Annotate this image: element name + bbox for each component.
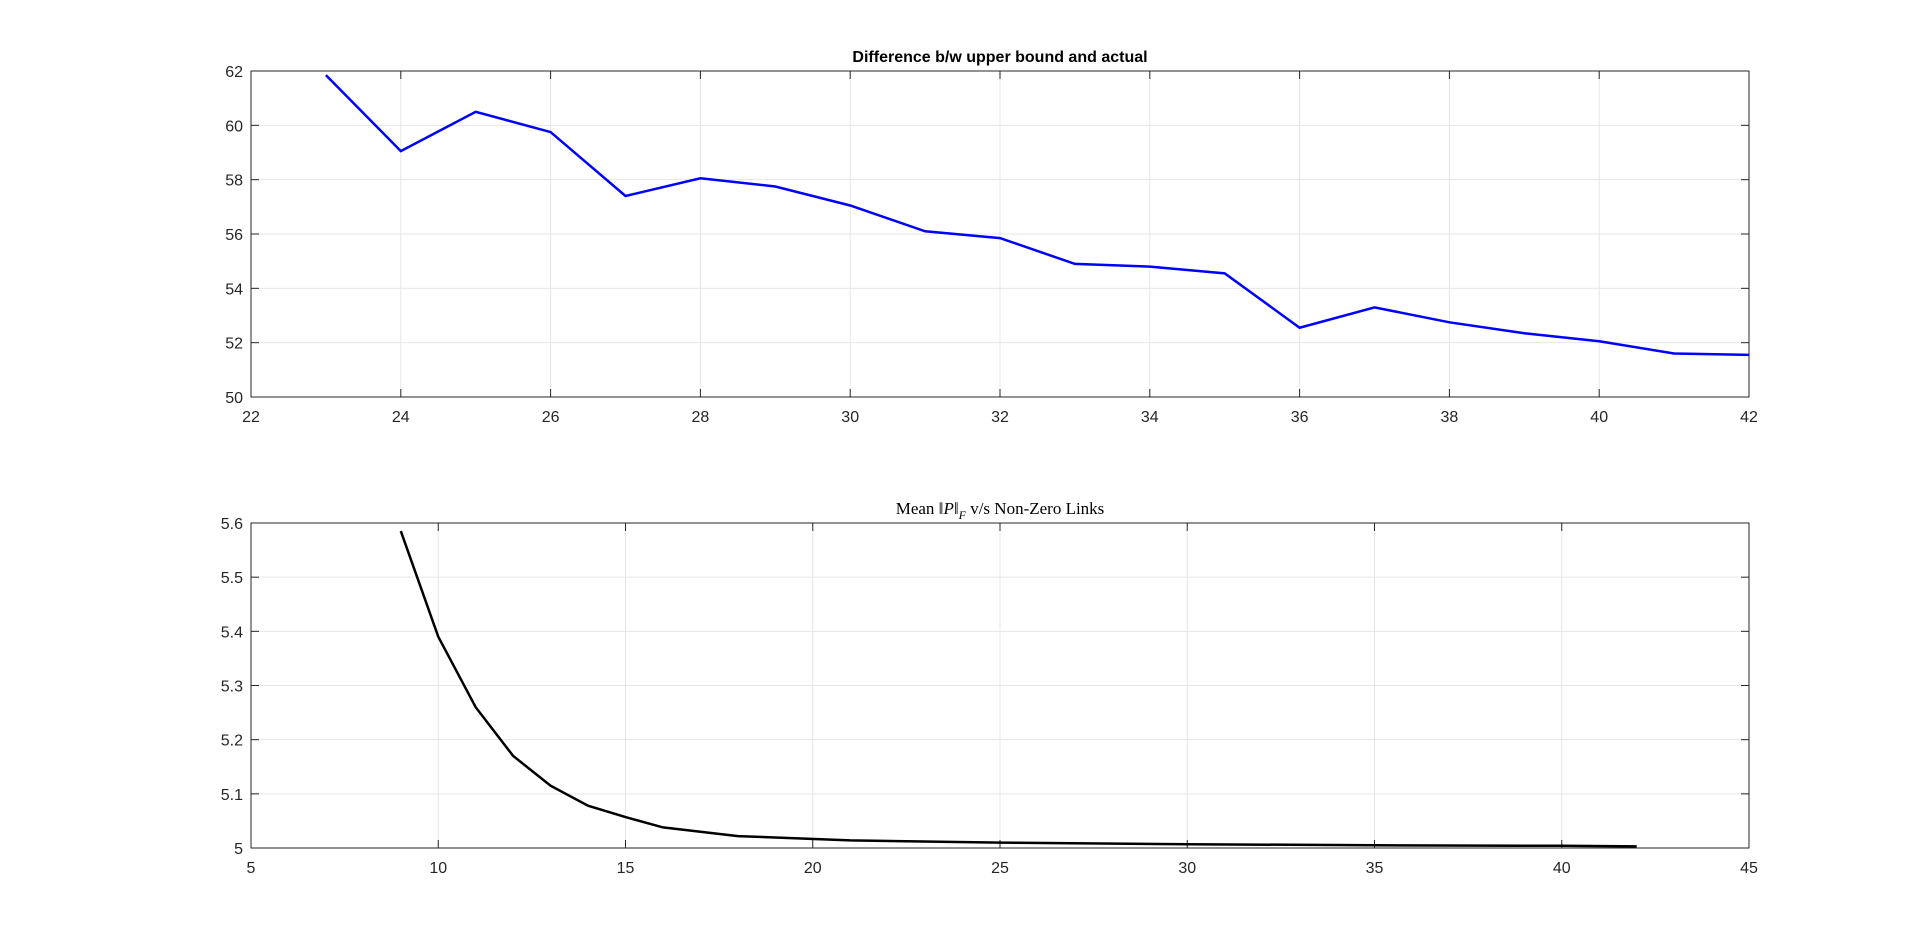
x-tick-label: 36	[1291, 409, 1309, 426]
series-line-difference	[325, 74, 1750, 357]
x-tick-label: 24	[392, 409, 410, 426]
y-tick-label: 5	[234, 841, 243, 858]
chart-title: Mean ‖P‖F v/s Non-Zero Links	[896, 499, 1105, 522]
y-tick-label: 54	[225, 281, 243, 298]
x-tick-label: 40	[1590, 409, 1608, 426]
x-tick-label: 10	[429, 860, 447, 877]
y-tick-label: 62	[225, 64, 243, 81]
y-tick-label: 5.1	[221, 787, 243, 804]
y-tick-label: 5.4	[221, 624, 243, 641]
y-tick-label: 5.2	[221, 733, 243, 750]
x-tick-label: 40	[1553, 860, 1571, 877]
x-tick-label: 35	[1366, 860, 1384, 877]
x-tick-label: 38	[1441, 409, 1459, 426]
chart-title: Difference b/w upper bound and actual	[852, 49, 1147, 66]
x-tick-label: 25	[991, 860, 1009, 877]
y-tick-label: 5.3	[221, 679, 243, 696]
y-tick-label: 5.6	[221, 516, 243, 533]
y-tick-label: 56	[225, 227, 243, 244]
y-tick-label: 60	[225, 118, 243, 135]
chart-mean-norm: 5 10 15 20 25 30 35 40 45 5 5.1 5.2 5.3 5.4 5.5 5.6 Mean…	[221, 499, 1758, 877]
x-tick-label: 20	[804, 860, 822, 877]
x-tick-label: 45	[1740, 860, 1758, 877]
series-line-mean-norm	[399, 530, 1637, 848]
y-tick-label: 52	[225, 336, 243, 353]
y-tick-label: 58	[225, 173, 243, 190]
x-tick-label: 22	[242, 409, 260, 426]
x-tick-label: 5	[247, 860, 256, 877]
x-tick-label: 32	[991, 409, 1009, 426]
x-tick-label: 26	[542, 409, 560, 426]
axes-box	[250, 522, 1750, 849]
x-tick-label: 15	[617, 860, 635, 877]
axes-box	[250, 70, 1750, 398]
x-tick-label: 42	[1740, 409, 1758, 426]
chart-difference: 22 24 26 28 30 32 34 36 38 40 42 50 52 54 56 58 60 62 Diff…	[225, 49, 1758, 426]
x-tick-label: 28	[692, 409, 710, 426]
x-tick-label: 34	[1141, 409, 1159, 426]
x-tick-label: 30	[1178, 860, 1196, 877]
y-tick-label: 50	[225, 390, 243, 407]
x-tick-label: 30	[841, 409, 859, 426]
y-tick-label: 5.5	[221, 570, 243, 587]
